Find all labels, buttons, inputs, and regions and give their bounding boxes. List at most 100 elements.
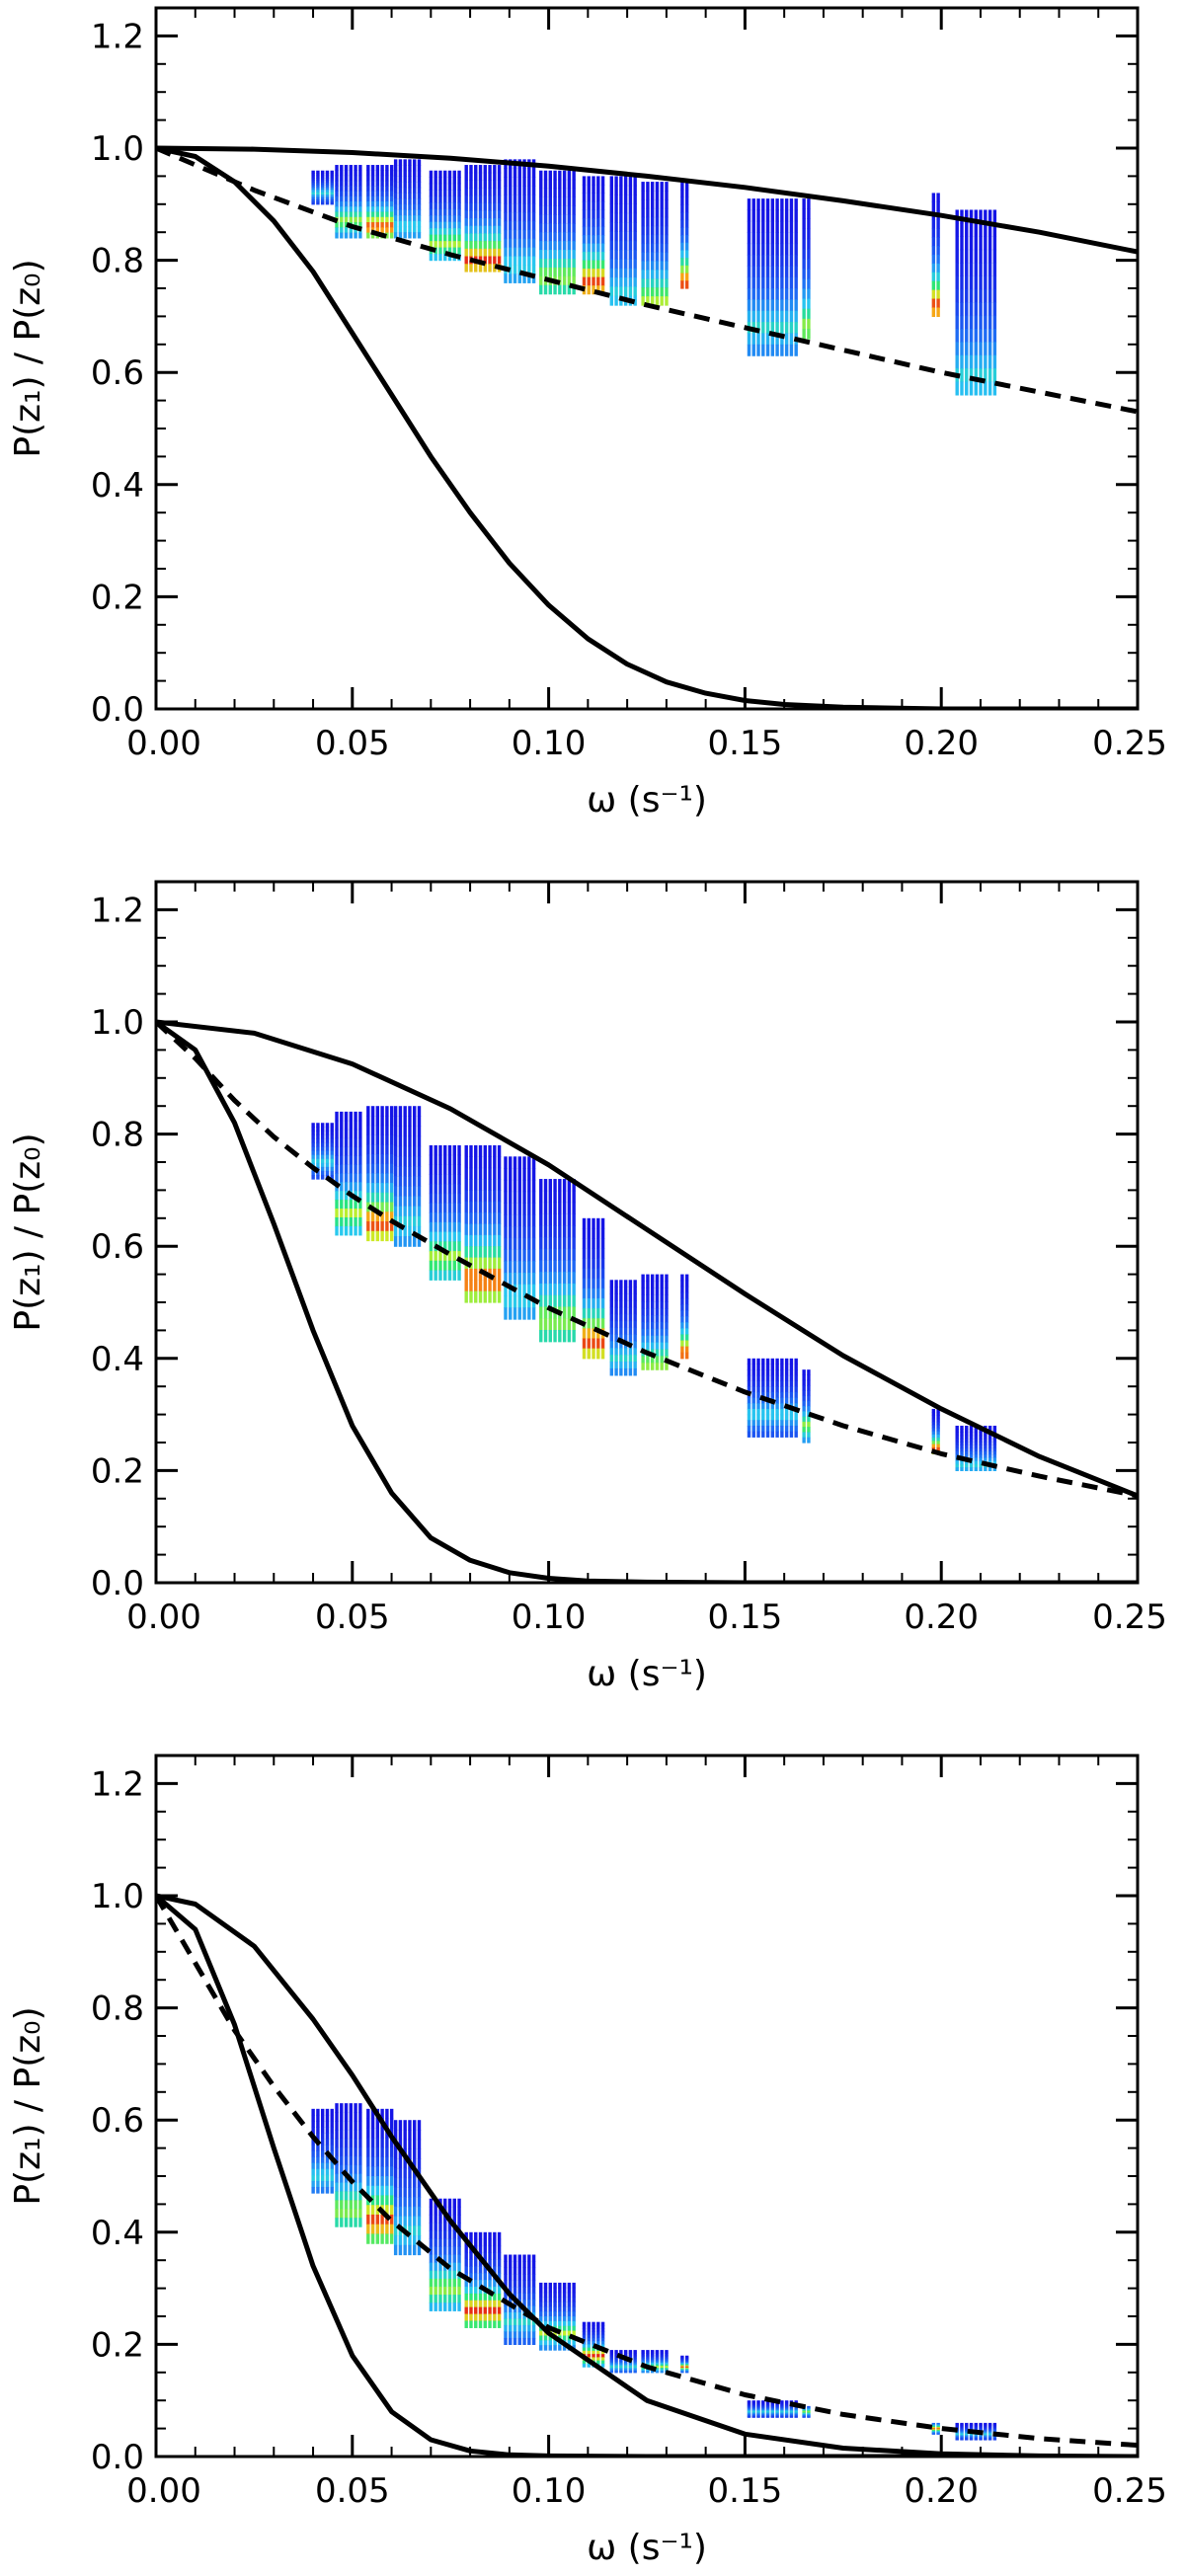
scatter-point xyxy=(434,195,437,203)
scatter-point xyxy=(751,266,755,278)
scatter-point xyxy=(393,176,398,183)
scatter-point xyxy=(979,2438,983,2441)
scatter-point xyxy=(756,232,760,245)
scatter-point xyxy=(389,2156,394,2167)
scatter-point xyxy=(992,315,997,330)
scatter-point xyxy=(330,1170,334,1176)
scatter-point xyxy=(488,256,492,265)
scatter-point xyxy=(807,2408,811,2410)
scatter-point xyxy=(349,2155,354,2166)
scatter-point xyxy=(539,2287,543,2294)
scatter-point xyxy=(539,1272,543,1285)
scatter-point xyxy=(403,198,407,205)
scatter-point xyxy=(522,1225,526,1239)
scatter-point xyxy=(413,2139,417,2150)
scatter-point xyxy=(765,232,770,245)
scatter-point xyxy=(572,2287,576,2294)
scatter-point xyxy=(802,1374,806,1381)
scatter-point xyxy=(992,236,997,251)
scatter-point xyxy=(469,1223,473,1236)
scatter-point xyxy=(761,2402,765,2405)
scatter-point xyxy=(522,265,526,274)
scatter-point xyxy=(770,310,775,323)
scatter-point xyxy=(974,249,978,264)
scatter-point xyxy=(558,1318,562,1331)
scatter-point xyxy=(438,1270,442,1281)
scatter-point xyxy=(429,195,434,203)
scatter-point xyxy=(650,1294,655,1302)
scatter-point xyxy=(623,240,628,251)
scatter-point xyxy=(403,2206,407,2218)
scatter-point xyxy=(979,1444,983,1449)
scatter-point xyxy=(789,220,794,233)
scatter-point xyxy=(403,182,407,189)
scatter-point xyxy=(655,1288,660,1295)
scatter-point xyxy=(344,1137,349,1148)
scatter-point xyxy=(633,212,637,223)
scatter-point xyxy=(628,1306,633,1315)
scatter-point xyxy=(965,236,969,251)
scatter-point xyxy=(751,1414,755,1421)
scatter-point xyxy=(802,2413,806,2416)
scatter-column xyxy=(780,198,784,356)
scatter-point xyxy=(628,1320,633,1329)
scatter-point xyxy=(761,2409,765,2412)
scatter-point xyxy=(358,216,362,223)
scatter-point xyxy=(807,278,811,290)
scatter-point xyxy=(443,1270,447,1281)
scatter-point xyxy=(609,2364,614,2367)
scatter-point xyxy=(429,1251,434,1262)
scatter-point xyxy=(497,2245,502,2254)
scatter-point xyxy=(380,2166,384,2177)
scatter-point xyxy=(780,198,784,211)
scatter-point xyxy=(375,1183,380,1194)
scatter-column xyxy=(756,198,760,356)
scatter-point xyxy=(443,1174,447,1185)
scatter-point xyxy=(380,1163,384,1174)
scatter-point xyxy=(965,368,969,383)
scatter-point xyxy=(474,218,478,227)
scatter-point xyxy=(543,188,548,198)
scatter-column xyxy=(504,1156,508,1320)
scatter-point xyxy=(375,2224,380,2235)
scatter-point xyxy=(789,1364,794,1370)
scatter-point xyxy=(398,1145,403,1157)
scatter-point xyxy=(684,2358,689,2361)
scatter-point xyxy=(802,2408,806,2410)
scatter-point xyxy=(447,241,452,249)
scatter-point xyxy=(438,241,442,249)
scatter-column xyxy=(527,159,531,283)
scatter-point xyxy=(443,177,447,185)
scatter-point xyxy=(393,2206,398,2218)
scatter-point xyxy=(751,2400,755,2403)
scatter-point xyxy=(680,196,684,205)
scatter-point xyxy=(457,2286,461,2296)
scatter-point xyxy=(358,2147,362,2157)
scatter-point xyxy=(478,248,483,258)
scatter-point xyxy=(751,2407,755,2410)
scatter-point xyxy=(587,2331,591,2336)
scatter-point xyxy=(789,2409,794,2412)
scatter-point xyxy=(464,2306,468,2315)
scatter-point xyxy=(680,211,684,221)
scatter-point xyxy=(600,226,605,236)
scatter-point xyxy=(403,1106,407,1117)
scatter-point xyxy=(807,198,811,209)
scatter-point xyxy=(493,2266,497,2274)
scatter-point xyxy=(370,2233,375,2244)
scatter-point xyxy=(393,2129,398,2141)
scatter-point xyxy=(592,184,595,195)
scatter-point xyxy=(567,2292,572,2299)
scatter-point xyxy=(802,1384,806,1391)
scatter-point xyxy=(366,175,370,182)
scatter-point xyxy=(761,2408,765,2411)
scatter-point xyxy=(965,2426,969,2429)
scatter-point xyxy=(335,186,339,193)
scatter-point xyxy=(543,284,548,295)
scatter-point xyxy=(504,1191,508,1204)
scatter-point xyxy=(443,1260,447,1272)
scatter-point xyxy=(320,201,325,205)
scatter-point xyxy=(592,1328,595,1340)
scatter-point xyxy=(641,2350,645,2353)
scatter-point xyxy=(660,198,664,209)
